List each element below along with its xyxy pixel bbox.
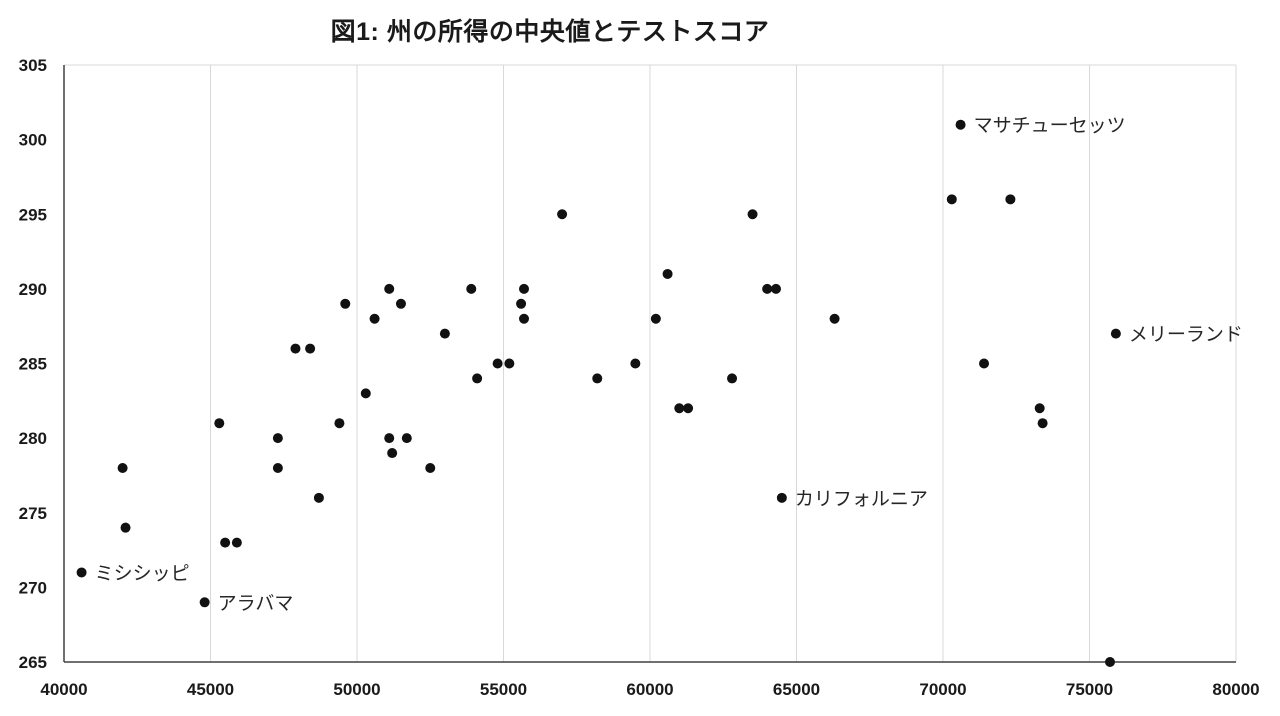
data-point [334,418,345,429]
data-point [290,343,301,354]
chart-title: 図1: 州の所得の中央値とテストスコア [330,18,770,46]
data-point [472,373,483,384]
data-point [1005,194,1016,205]
x-tick-label: 70000 [919,680,966,699]
data-point [360,388,371,399]
y-tick-label: 265 [19,653,47,672]
y-tick-label: 295 [19,205,47,224]
data-point [439,328,450,339]
y-tick-label: 275 [19,504,47,523]
data-point [630,358,641,369]
data-point [384,283,395,294]
data-point [1037,418,1048,429]
data-point [516,298,527,309]
data-point [1105,657,1116,667]
point-label: マサチューセッツ [974,116,1126,137]
data-point [519,313,530,324]
data-point [425,462,436,473]
data-point [592,373,603,384]
data-point [120,522,131,533]
x-tick-label: 80000 [1212,680,1259,699]
x-tick-label: 40000 [40,680,87,699]
data-point [1034,403,1045,414]
data-point [272,462,283,473]
y-tick-label: 280 [19,429,47,448]
data-point [979,358,990,369]
data-point [387,448,398,459]
data-point [199,597,210,608]
data-point [272,433,283,444]
data-point [492,358,503,369]
data-point [955,119,966,130]
data-point [946,194,957,205]
data-point [231,537,242,548]
data-point [76,567,87,578]
data-point [683,403,694,414]
data-point [776,492,787,503]
point-label: メリーランド [1129,325,1243,346]
data-point [220,537,231,548]
x-tick-label: 75000 [1066,680,1113,699]
y-tick-label: 285 [19,355,47,374]
data-point [519,283,530,294]
data-point [674,403,685,414]
point-label: ミシシッピ [95,563,190,584]
data-point [369,313,380,324]
data-point [504,358,515,369]
y-tick-label: 270 [19,578,47,597]
data-point [662,268,673,279]
data-point [557,209,568,220]
data-point [762,283,773,294]
data-point [650,313,661,324]
point-label: アラバマ [218,593,294,614]
data-point [313,492,324,503]
point-label: カリフォルニア [795,489,928,510]
x-tick-label: 55000 [480,680,527,699]
data-point [401,433,412,444]
data-point [117,462,128,473]
data-point [466,283,477,294]
data-point [747,209,758,220]
data-point [395,298,406,309]
data-point [340,298,351,309]
data-point [214,418,225,429]
y-tick-label: 300 [19,131,47,150]
data-point [829,313,840,324]
data-point [727,373,738,384]
data-point [1110,328,1121,339]
data-point [384,433,395,444]
y-tick-label: 305 [19,56,47,75]
x-tick-label: 45000 [187,680,234,699]
x-tick-label: 60000 [626,680,673,699]
x-tick-label: 50000 [333,680,380,699]
x-tick-label: 65000 [773,680,820,699]
y-tick-label: 290 [19,280,47,299]
data-point [305,343,316,354]
data-point [770,283,781,294]
